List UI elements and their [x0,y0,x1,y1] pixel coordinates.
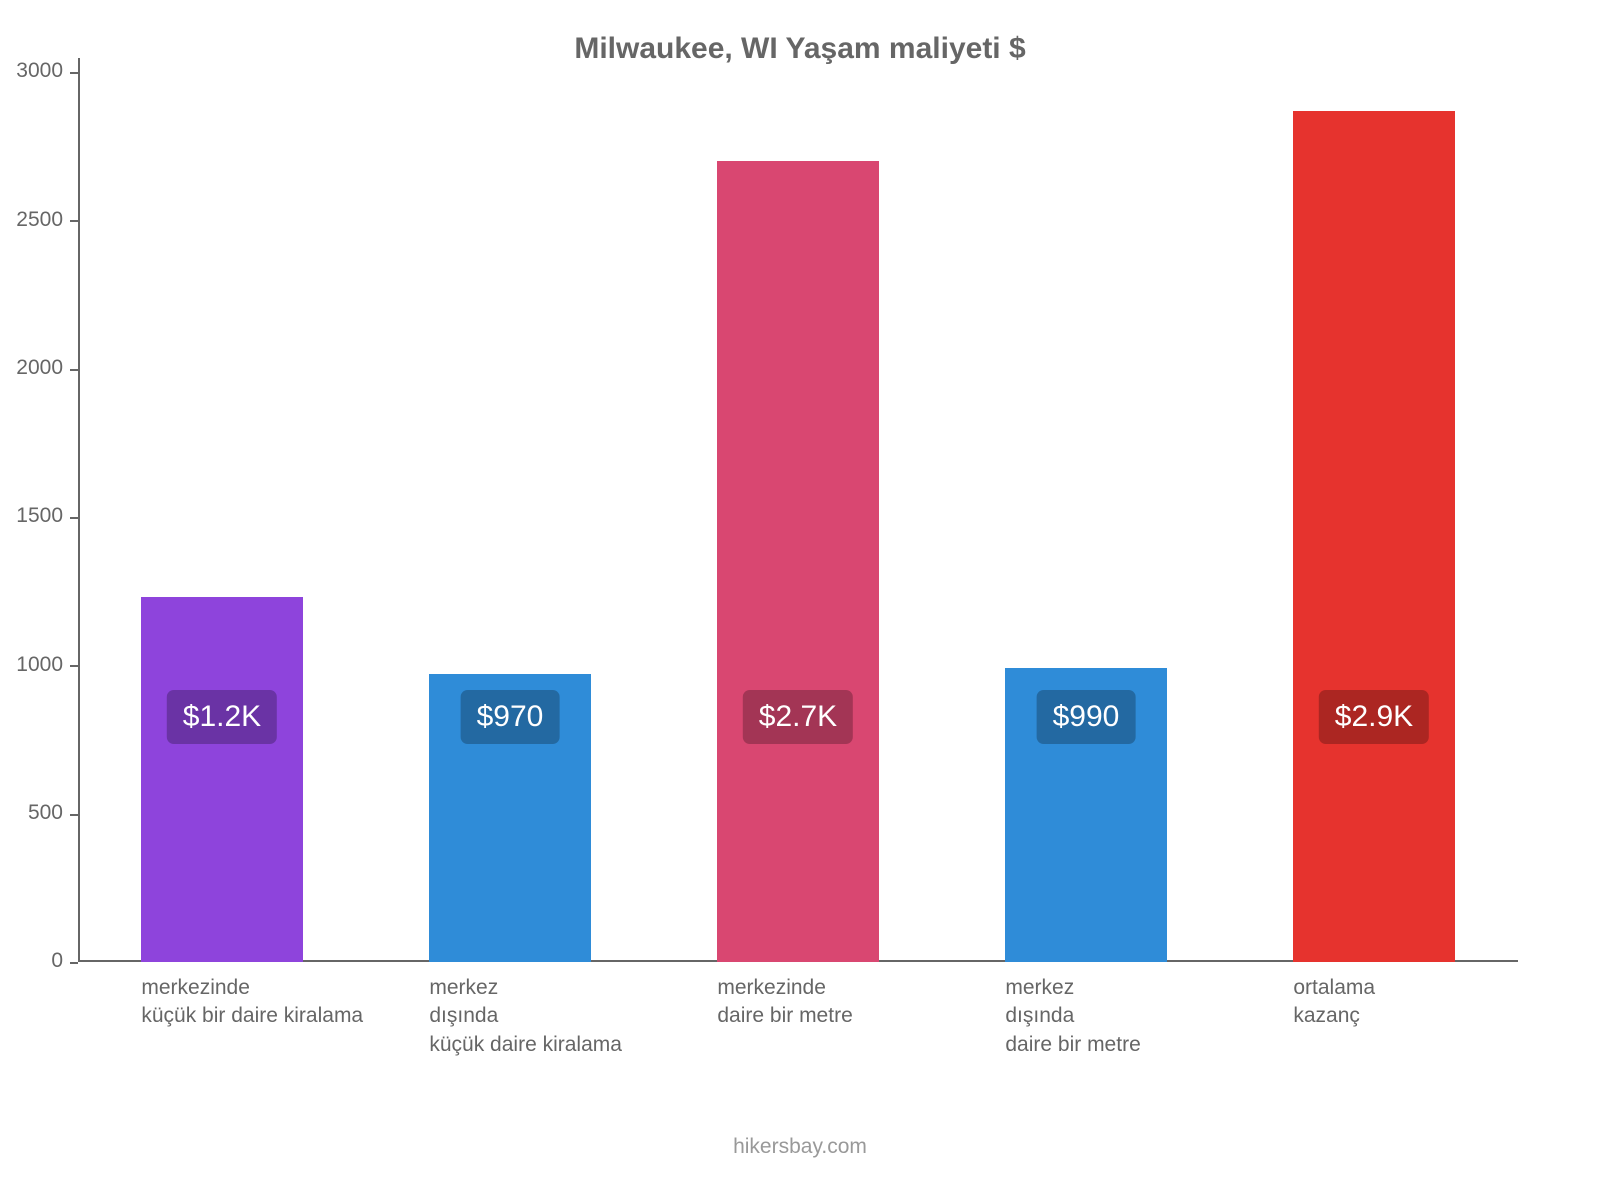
x-tick-label: merkezinde küçük bir daire kiralama [141,974,363,1031]
y-tick-label: 1500 [16,504,63,528]
plot-area: 050010001500200025003000$1.2Kmerkezinde … [78,72,1518,962]
bar-value-badge: $970 [461,690,560,744]
x-tick-label: ortalama kazanç [1293,974,1375,1031]
y-tick-mark [70,814,78,816]
bar: $990 [1005,668,1166,962]
bar: $970 [429,674,590,962]
bar: $1.2K [141,597,302,962]
y-tick-label: 2500 [16,208,63,232]
bar: $2.7K [717,161,878,962]
y-tick-label: 1000 [16,653,63,677]
y-tick-label: 0 [51,949,63,973]
y-tick-label: 500 [28,801,63,825]
chart-title: Milwaukee, WI Yaşam maliyeti $ [0,32,1600,66]
y-tick-mark [70,220,78,222]
y-tick-mark [70,962,78,964]
x-tick-label: merkezinde daire bir metre [717,974,852,1031]
bar: $2.9K [1293,111,1454,962]
y-axis-line [78,58,80,962]
bar-value-badge: $990 [1037,690,1136,744]
bar-value-badge: $2.7K [743,690,853,744]
y-tick-label: 2000 [16,356,63,380]
bar-value-badge: $1.2K [167,690,277,744]
y-tick-mark [70,665,78,667]
y-tick-mark [70,72,78,74]
attribution-text: hikersbay.com [0,1135,1600,1159]
x-tick-label: merkez dışında küçük daire kiralama [429,974,622,1059]
y-tick-mark [70,369,78,371]
y-tick-label: 3000 [16,59,63,83]
y-tick-mark [70,517,78,519]
x-tick-label: merkez dışında daire bir metre [1005,974,1140,1059]
bar-value-badge: $2.9K [1319,690,1429,744]
